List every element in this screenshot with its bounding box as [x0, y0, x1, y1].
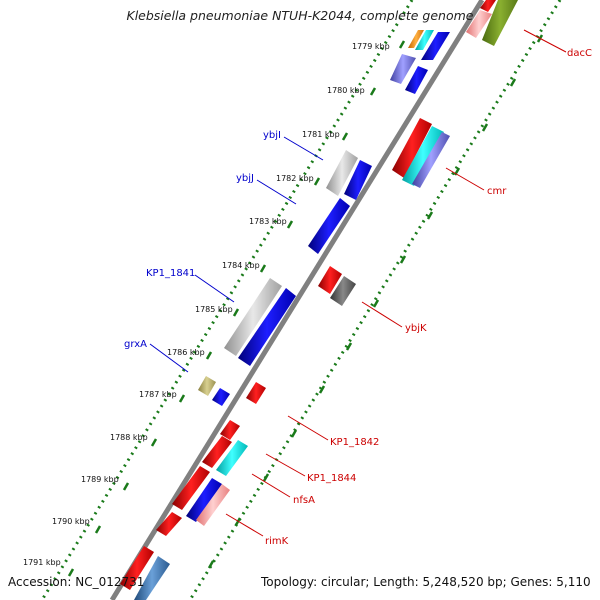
feature-purple[interactable]: [390, 54, 416, 84]
inner-strand-features[interactable]: [120, 30, 450, 600]
gene-ybjK[interactable]: [330, 276, 356, 306]
gene-KP1_1841[interactable]: [224, 278, 282, 356]
gene-label-dacC[interactable]: dacC: [567, 48, 592, 59]
gene-ybjJ[interactable]: [308, 198, 350, 254]
gene-label-rimK[interactable]: rimK: [265, 536, 289, 547]
ruler-label: 1787 kbp: [139, 390, 177, 399]
feature-steel[interactable]: [134, 556, 170, 600]
feature-blue-2[interactable]: [405, 66, 428, 94]
ruler-ticks: [67, 40, 406, 577]
gene-label-cmr[interactable]: cmr: [487, 186, 507, 197]
ruler-label: 1786 kbp: [167, 348, 205, 357]
gene-label-nfsA[interactable]: nfsA: [293, 495, 315, 506]
feature-pink-top[interactable]: [466, 10, 492, 38]
gene-dacC[interactable]: [482, 0, 518, 46]
gene-KP1_1842[interactable]: [246, 382, 266, 404]
ruler-label: 1788 kbp: [110, 433, 148, 442]
map-title: Klebsiella pneumoniae NTUH-K2044, comple…: [127, 8, 474, 23]
ruler-label: 1784 kbp: [222, 261, 260, 270]
feature-blue-large[interactable]: [238, 288, 296, 366]
leader-line: [265, 453, 306, 477]
ruler-label: 1780 kbp: [327, 86, 365, 95]
gene-grxA[interactable]: [198, 376, 216, 396]
feature-red-a[interactable]: [220, 420, 240, 440]
feature-red-d[interactable]: [156, 512, 182, 536]
leader-line: [283, 136, 324, 161]
ruler-label: 1781 kbp: [302, 130, 340, 139]
right-gene-labels: dacC cmr ybjK KP1_1842 KP1_1844 nfsA rim…: [225, 29, 592, 547]
outer-strand-features[interactable]: [186, 0, 518, 526]
gene-label-KP1_1842[interactable]: KP1_1842: [330, 437, 379, 448]
feature-blue-3[interactable]: [344, 160, 372, 200]
ruler-label: 1782 kbp: [276, 174, 314, 183]
gene-nfsA[interactable]: [186, 478, 222, 522]
feature-cyan-top[interactable]: [415, 30, 434, 50]
leader-line: [523, 29, 567, 53]
gene-cmr[interactable]: [392, 118, 432, 178]
feature-red-top[interactable]: [480, 0, 496, 12]
ruler-label: 1791 kbp: [23, 558, 61, 567]
ruler-label: 1789 kbp: [81, 475, 119, 484]
genome-backbone: [109, 0, 485, 600]
feature-red-ybjK[interactable]: [318, 266, 342, 294]
gene-label-KP1_1844[interactable]: KP1_1844: [307, 473, 356, 484]
ruler-labels: 1779 kbp 1780 kbp 1781 kbp 1782 kbp 1783…: [23, 42, 390, 567]
gene-KP1_1844[interactable]: [216, 440, 248, 476]
leader-line: [256, 179, 297, 205]
left-gene-labels: ybjI ybjJ KP1_1841 grxA: [124, 130, 324, 373]
feature-cyan-cmr[interactable]: [402, 126, 444, 186]
feature-blue-top[interactable]: [421, 32, 450, 60]
feature-red-c[interactable]: [172, 466, 210, 510]
leader-line: [149, 343, 189, 373]
leader-line: [287, 415, 329, 441]
leader-line: [251, 473, 291, 498]
ruler-label: 1783 kbp: [249, 217, 287, 226]
feature-blue-small[interactable]: [212, 388, 230, 406]
leader-line: [361, 301, 403, 328]
accession-label: Accession: NC_012731: [8, 575, 144, 589]
feature-red-b[interactable]: [202, 436, 232, 468]
gene-label-ybjI[interactable]: ybjI: [263, 130, 281, 141]
gene-label-ybjJ[interactable]: ybjJ: [236, 173, 254, 184]
feature-purple-cmr[interactable]: [412, 132, 450, 188]
leader-line: [225, 513, 264, 537]
feature-orange[interactable]: [408, 30, 424, 48]
ruler-label: 1790 kbp: [52, 517, 90, 526]
topology-label: Topology: circular; Length: 5,248,520 bp…: [260, 575, 591, 589]
ruler-label: 1785 kbp: [195, 305, 233, 314]
leader-line: [445, 167, 485, 191]
leader-line: [194, 274, 235, 303]
feature-pink-nfsA[interactable]: [196, 484, 230, 526]
gene-label-KP1_1841[interactable]: KP1_1841: [146, 268, 195, 279]
ruler-label: 1779 kbp: [352, 42, 390, 51]
feature-red-e[interactable]: [120, 546, 154, 590]
gene-ybjI[interactable]: [326, 150, 358, 196]
gene-label-grxA[interactable]: grxA: [124, 339, 147, 350]
gene-label-ybjK[interactable]: ybjK: [405, 323, 427, 334]
